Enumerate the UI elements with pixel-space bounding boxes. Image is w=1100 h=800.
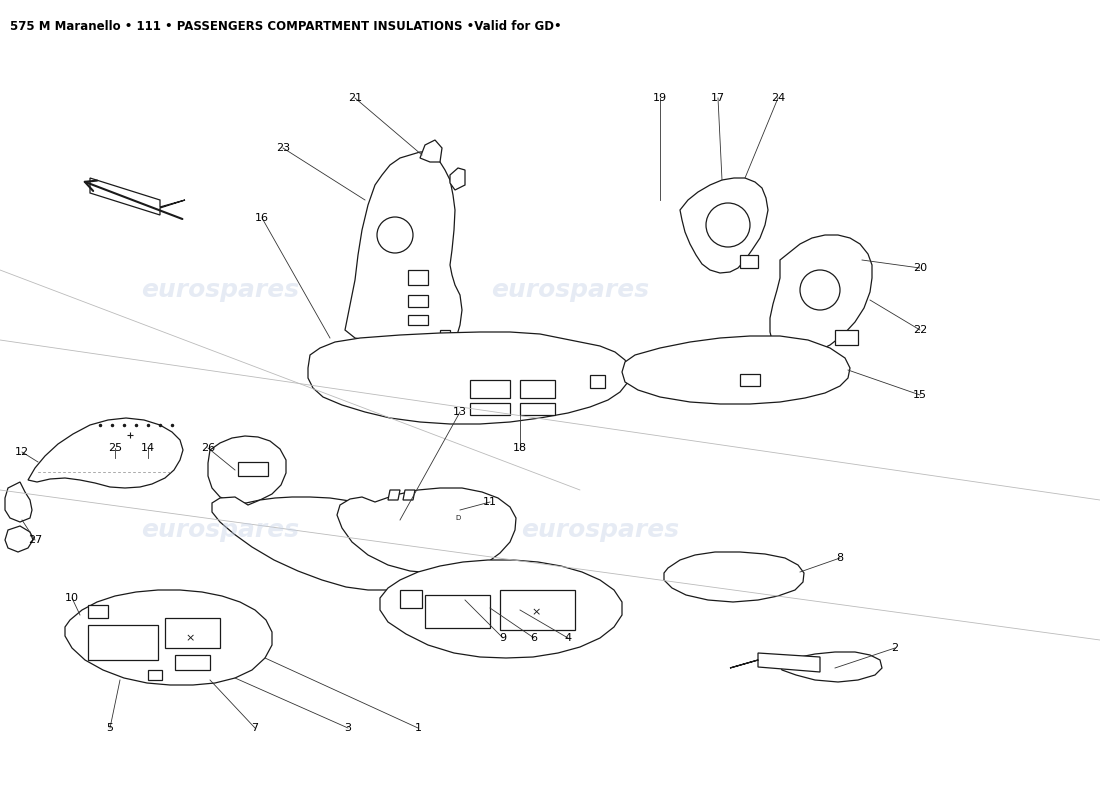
- Polygon shape: [680, 178, 768, 273]
- Polygon shape: [621, 336, 850, 404]
- Text: 10: 10: [65, 593, 79, 603]
- Polygon shape: [6, 482, 32, 522]
- Text: 13: 13: [453, 407, 468, 417]
- Text: 2: 2: [891, 643, 899, 653]
- Text: ×: ×: [185, 633, 195, 643]
- Polygon shape: [238, 462, 268, 476]
- Text: ×: ×: [531, 607, 541, 617]
- Text: 23: 23: [276, 143, 290, 153]
- Polygon shape: [408, 295, 428, 307]
- Text: D: D: [455, 515, 461, 521]
- Text: eurospares: eurospares: [521, 518, 679, 542]
- Polygon shape: [337, 488, 516, 573]
- Polygon shape: [308, 332, 630, 424]
- Text: 575 M Maranello • 111 • PASSENGERS COMPARTMENT INSULATIONS •Valid for GD•: 575 M Maranello • 111 • PASSENGERS COMPA…: [10, 20, 562, 33]
- Text: 8: 8: [836, 553, 844, 563]
- Polygon shape: [500, 590, 575, 630]
- Text: 19: 19: [653, 93, 667, 103]
- Text: eurospares: eurospares: [491, 278, 649, 302]
- Polygon shape: [88, 605, 108, 618]
- Polygon shape: [28, 418, 183, 488]
- Polygon shape: [90, 178, 185, 215]
- Polygon shape: [440, 330, 450, 340]
- Polygon shape: [520, 380, 556, 398]
- Text: 25: 25: [108, 443, 122, 453]
- Text: 18: 18: [513, 443, 527, 453]
- Polygon shape: [450, 168, 465, 190]
- Text: 27: 27: [28, 535, 42, 545]
- Polygon shape: [345, 152, 462, 362]
- Text: 11: 11: [483, 497, 497, 507]
- Polygon shape: [65, 590, 272, 685]
- Polygon shape: [212, 497, 430, 590]
- Polygon shape: [770, 235, 872, 356]
- Text: 7: 7: [252, 723, 258, 733]
- Text: 16: 16: [255, 213, 270, 223]
- Text: 15: 15: [913, 390, 927, 400]
- Polygon shape: [175, 655, 210, 670]
- Polygon shape: [400, 590, 422, 608]
- Text: 5: 5: [107, 723, 113, 733]
- Polygon shape: [379, 560, 621, 658]
- Polygon shape: [388, 490, 400, 500]
- Polygon shape: [470, 380, 510, 398]
- Polygon shape: [425, 595, 490, 628]
- Text: 6: 6: [530, 633, 538, 643]
- Polygon shape: [420, 140, 442, 162]
- Polygon shape: [208, 436, 286, 503]
- Polygon shape: [88, 625, 158, 660]
- Text: eurospares: eurospares: [141, 278, 299, 302]
- Text: 3: 3: [344, 723, 352, 733]
- Text: eurospares: eurospares: [141, 518, 299, 542]
- Polygon shape: [730, 653, 820, 672]
- Text: 26: 26: [201, 443, 216, 453]
- Polygon shape: [664, 552, 804, 602]
- Polygon shape: [6, 526, 33, 552]
- Text: 24: 24: [771, 93, 785, 103]
- Text: 9: 9: [499, 633, 507, 643]
- Polygon shape: [165, 618, 220, 648]
- Polygon shape: [148, 670, 162, 680]
- Polygon shape: [403, 490, 415, 500]
- Text: 12: 12: [15, 447, 29, 457]
- Text: 17: 17: [711, 93, 725, 103]
- Text: 20: 20: [913, 263, 927, 273]
- Polygon shape: [590, 375, 605, 388]
- Polygon shape: [835, 330, 858, 345]
- Polygon shape: [740, 374, 760, 386]
- Text: 4: 4: [564, 633, 572, 643]
- Polygon shape: [470, 403, 510, 415]
- Polygon shape: [520, 403, 556, 415]
- Polygon shape: [408, 315, 428, 325]
- Polygon shape: [740, 255, 758, 268]
- Text: 14: 14: [141, 443, 155, 453]
- Polygon shape: [408, 270, 428, 285]
- Polygon shape: [780, 652, 882, 682]
- Text: 22: 22: [913, 325, 927, 335]
- Text: 1: 1: [415, 723, 421, 733]
- Text: 21: 21: [348, 93, 362, 103]
